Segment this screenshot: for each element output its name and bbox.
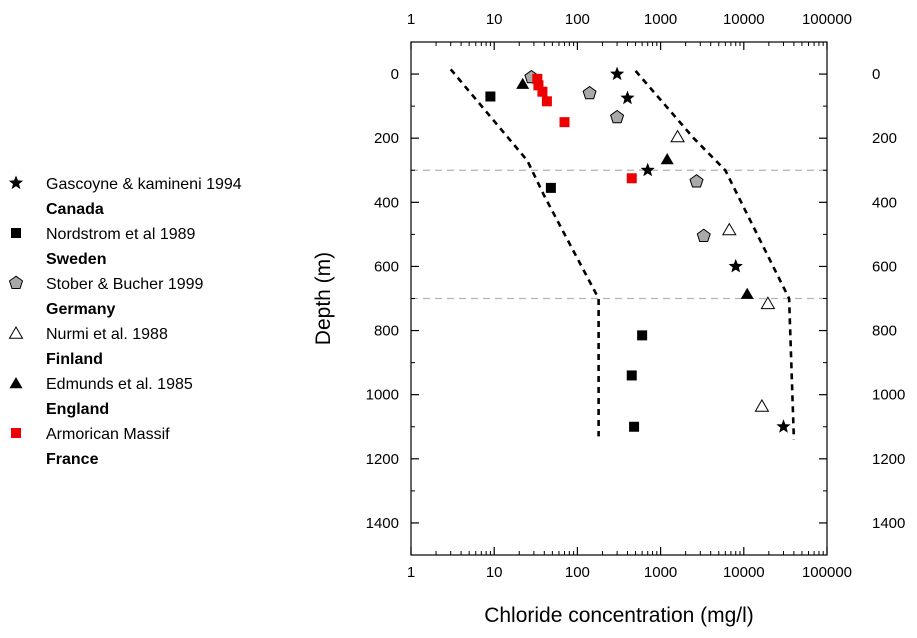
y-tick-label-right: 1400 (872, 515, 905, 532)
x-tick-label-top: 1 (407, 11, 415, 28)
legend-marker-star (8, 175, 24, 190)
legend-item: Gascoyne & kamineni 1994 Canada (8, 175, 242, 218)
legend-series-label: Edmunds et al. 1985 (46, 376, 193, 393)
data-point-series-6 (533, 80, 544, 91)
envelope-line-2 (634, 70, 796, 440)
data-point-series-2 (485, 91, 496, 102)
x-tick-label-top: 100 (565, 11, 590, 28)
data-point-series-2 (545, 182, 556, 193)
legend-marker-pentagon (8, 275, 24, 289)
data-point-series-3 (689, 174, 704, 188)
y-axis-title: Depth (m) (312, 252, 335, 345)
x-tick-label-bottom: 10 (486, 564, 503, 581)
legend-series-label: Gascoyne & kamineni 1994 (46, 176, 242, 193)
data-point-series-3 (582, 85, 597, 100)
y-tick-label-right: 0 (872, 66, 880, 83)
data-point-series-1 (728, 258, 743, 273)
data-point-series-4 (760, 296, 776, 310)
legend-series-label: Armorican Massif (46, 426, 170, 443)
x-tick-label-bottom: 100000 (802, 564, 852, 581)
legend-country-label: Canada (46, 201, 104, 218)
x-tick-label-top: 100000 (802, 11, 852, 28)
envelope-line-1 (449, 68, 600, 437)
y-tick-label-right: 400 (872, 194, 897, 211)
x-tick-label-bottom: 10000 (723, 564, 765, 581)
axes-layer: 1110101001001000100010000100001000001000… (366, 11, 906, 581)
data-point-series-5 (740, 287, 754, 299)
y-tick-label-left: 800 (374, 323, 399, 340)
data-point-series-1 (640, 162, 655, 177)
data-point-series-1 (776, 419, 791, 433)
y-tick-label-right: 1000 (872, 387, 905, 404)
data-point-series-6 (537, 86, 548, 97)
y-tick-label-left: 400 (374, 194, 399, 211)
y-tick-label-left: 1000 (366, 387, 399, 404)
x-tick-label-top: 10 (486, 11, 503, 28)
data-point-series-3 (610, 109, 625, 124)
data-points-layer (485, 66, 791, 433)
y-tick-label-left: 0 (391, 66, 399, 83)
y-tick-label-right: 600 (872, 258, 897, 275)
data-point-series-6 (532, 73, 543, 84)
reference-lines-layer (411, 169, 827, 300)
data-point-series-3 (696, 228, 711, 242)
y-tick-label-right: 800 (872, 323, 897, 340)
legend-country-label: Sweden (46, 251, 106, 268)
legend-item: Stober & Bucher 1999 Germany (8, 275, 204, 318)
data-point-series-5 (660, 153, 674, 165)
legend: Gascoyne & kamineni 1994 Canada Nordstrom … (8, 175, 242, 468)
data-point-series-2 (629, 421, 640, 432)
legend-country-label: England (46, 401, 109, 418)
legend-marker-triangle-open (8, 325, 24, 339)
y-tick-label-left: 1200 (366, 451, 399, 468)
legend-item: Edmunds et al. 1985 England (9, 376, 193, 418)
legend-country-label: France (46, 451, 99, 468)
data-point-series-4 (670, 129, 685, 143)
legend-marker-square (11, 228, 21, 238)
legend-country-label: Finland (46, 351, 103, 368)
legend-item: Nordstrom et al 1989 Sweden (11, 226, 196, 268)
y-tick-label-right: 1200 (872, 451, 905, 468)
legend-series-label: Nordstrom et al 1989 (46, 226, 196, 243)
y-tick-label-left: 200 (374, 130, 399, 147)
x-tick-label-top: 10000 (723, 11, 765, 28)
x-tick-label-bottom: 1 (407, 564, 415, 581)
x-axis-title: Chloride concentration (mg/l) (484, 604, 754, 627)
data-point-series-2 (637, 330, 648, 341)
y-tick-label-left: 600 (374, 258, 399, 275)
data-point-series-6 (626, 173, 637, 184)
x-tick-label-top: 1000 (644, 11, 677, 28)
legend-item: Armorican Massif France (11, 426, 170, 468)
legend-series-label: Stober & Bucher 1999 (46, 276, 204, 293)
data-point-series-5 (516, 77, 530, 89)
legend-country-label: Germany (46, 301, 115, 318)
data-point-series-6 (541, 96, 552, 107)
x-tick-label-bottom: 1000 (644, 564, 677, 581)
legend-marker-square (11, 428, 21, 438)
data-point-series-1 (610, 66, 625, 81)
envelope-lines-layer (449, 68, 796, 440)
y-tick-label-left: 1400 (366, 515, 399, 532)
x-tick-label-bottom: 100 (565, 564, 590, 581)
legend-marker-triangle (9, 377, 23, 389)
data-point-series-4 (721, 222, 737, 236)
legend-series-label: Nurmi et al. 1988 (46, 326, 168, 343)
data-point-series-1 (620, 90, 635, 105)
data-point-series-2 (626, 370, 637, 381)
data-point-series-6 (559, 117, 570, 128)
legend-item: Nurmi et al. 1988 Finland (8, 325, 168, 368)
data-point-series-4 (754, 398, 770, 412)
y-tick-label-right: 200 (872, 130, 897, 147)
